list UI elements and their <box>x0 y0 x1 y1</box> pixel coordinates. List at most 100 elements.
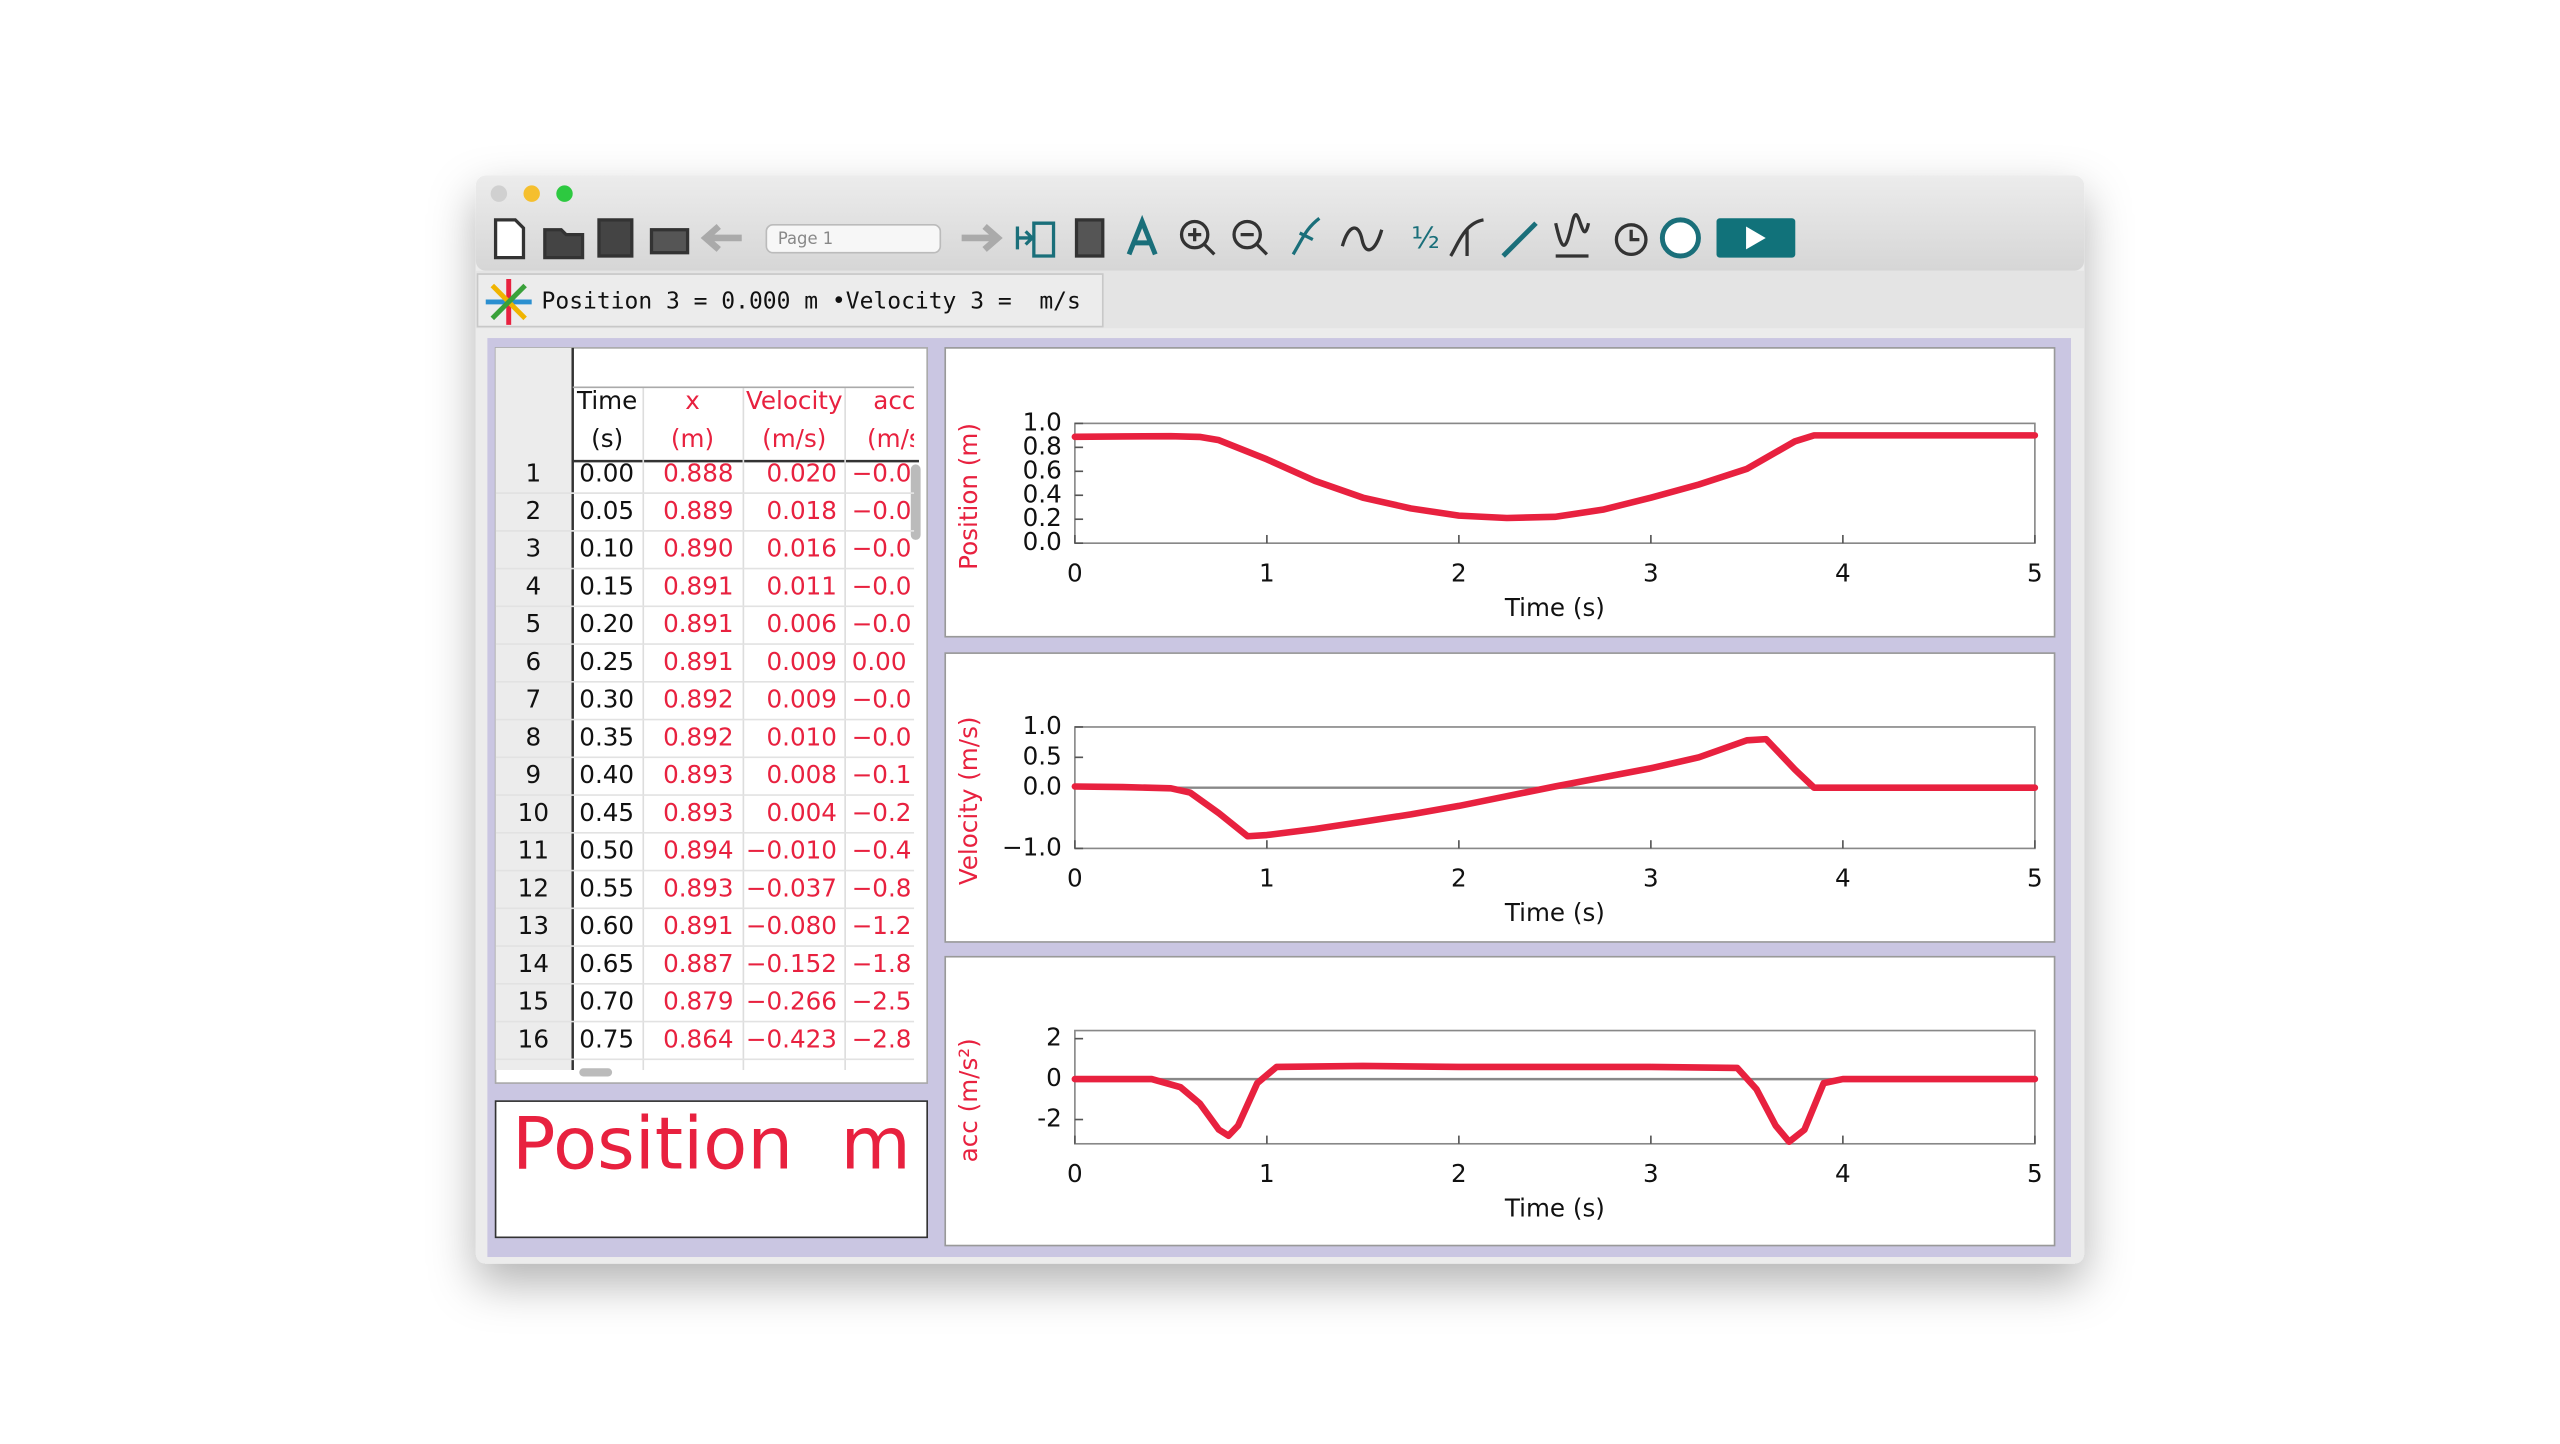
back-icon[interactable] <box>700 223 742 252</box>
cell: 0.891 <box>663 609 733 638</box>
x-tick-label: 3 <box>1643 1159 1659 1188</box>
x-tick-label: 1 <box>1259 558 1275 587</box>
meter-label: Position <box>512 1103 793 1187</box>
y-tick-label: 0.8 <box>1023 431 1062 460</box>
cell: 0.20 <box>579 609 634 638</box>
cell: −0.0 <box>852 722 912 751</box>
cell: 0.05 <box>579 496 634 525</box>
cell: 0.893 <box>663 760 733 789</box>
cell: 0.60 <box>579 911 634 940</box>
cell: 0.891 <box>663 571 733 600</box>
zero-icon[interactable] <box>1659 217 1701 259</box>
x-tick-label: 0 <box>1067 558 1083 587</box>
y-tick-label: 1.0 <box>1023 407 1062 436</box>
column-unit: (s) <box>591 424 623 453</box>
scrollbar[interactable] <box>910 464 921 540</box>
zoom-button[interactable] <box>556 185 573 202</box>
toolbar-icons: ½ <box>493 213 1796 260</box>
cell: 0.70 <box>579 987 634 1016</box>
column-name: acc <box>873 386 915 415</box>
cell: 0.004 <box>766 798 836 827</box>
cell: −0.266 <box>746 987 837 1016</box>
cell: 0.894 <box>663 836 733 865</box>
row-label: 2 <box>525 496 541 525</box>
tangent-icon[interactable] <box>1340 226 1384 252</box>
cell: 0.00 <box>852 647 907 676</box>
row-label: 5 <box>525 609 541 638</box>
y-tick-label: 0.0 <box>1023 527 1062 556</box>
x-tick-label: 2 <box>1451 1159 1467 1188</box>
collect-icon[interactable] <box>1614 223 1648 256</box>
y-tick-label: 0 <box>1046 1063 1062 1092</box>
close-button[interactable] <box>490 185 508 202</box>
cell: 0.893 <box>663 873 733 902</box>
column-unit: (m) <box>671 424 714 453</box>
data-line <box>1071 735 2039 840</box>
autoscale-icon[interactable] <box>1126 214 1158 256</box>
y-tick-label: 2 <box>1046 1023 1062 1052</box>
x-tick-label: 3 <box>1643 558 1659 587</box>
cell: 0.890 <box>663 534 733 563</box>
cell: −0.0 <box>852 534 912 563</box>
row-label: 10 <box>518 798 549 827</box>
curve-fit-icon[interactable] <box>1554 213 1591 258</box>
y-axis-label: Position (m) <box>954 423 983 570</box>
x-tick-label: 1 <box>1259 864 1275 893</box>
x-tick-label: 2 <box>1451 558 1467 587</box>
cell: −0.2 <box>852 798 912 827</box>
data-line <box>1071 432 2039 522</box>
table-icon[interactable] <box>1015 221 1056 258</box>
plot-area <box>1074 1029 2036 1145</box>
x-tick-label: 5 <box>2027 1159 2043 1188</box>
row-label: 13 <box>518 911 549 940</box>
cell: −0.8 <box>852 873 912 902</box>
row-label: 15 <box>518 987 549 1016</box>
x-tick-label: 4 <box>1835 864 1851 893</box>
integral-icon[interactable]: ½ <box>1411 221 1440 255</box>
calculator-icon[interactable] <box>1074 218 1105 258</box>
logo <box>485 278 532 325</box>
zoom-in-icon[interactable] <box>1179 219 1210 250</box>
row-label: 12 <box>518 873 549 902</box>
examine-icon[interactable] <box>1291 216 1321 256</box>
scrollbar[interactable] <box>579 1068 613 1077</box>
minimize-button[interactable] <box>523 185 540 202</box>
y-tick-label: 0.5 <box>1023 741 1062 770</box>
cell: −0.0 <box>852 496 912 525</box>
row-label: 14 <box>518 949 549 978</box>
y-tick-label: 0.6 <box>1023 455 1062 484</box>
x-tick-label: 0 <box>1067 1159 1083 1188</box>
row-label: 9 <box>525 760 541 789</box>
save-icon[interactable] <box>597 218 634 258</box>
linear-fit-icon[interactable] <box>1501 221 1538 258</box>
y-tick-label: 0.0 <box>1023 772 1062 801</box>
cell: 0.016 <box>766 534 836 563</box>
forward-icon[interactable] <box>961 223 1003 252</box>
page-label: Page 1 <box>778 229 833 248</box>
open-icon[interactable] <box>543 228 585 260</box>
y-tick-label: 1.0 <box>1023 711 1062 740</box>
row-label: 4 <box>525 571 541 600</box>
cell: −0.0 <box>852 571 912 600</box>
meter-unit: m <box>840 1103 910 1187</box>
stats-icon[interactable] <box>1449 218 1484 257</box>
column-name: x <box>685 386 700 415</box>
x-tick-label: 3 <box>1643 864 1659 893</box>
cell: 0.020 <box>766 458 836 487</box>
cell: −1.8 <box>852 949 912 978</box>
zoom-out-icon[interactable] <box>1232 219 1262 250</box>
cell: 0.892 <box>663 722 733 751</box>
cell: 0.10 <box>579 534 634 563</box>
cell: 0.008 <box>766 760 836 789</box>
y-axis-label: Velocity (m/s) <box>954 716 983 885</box>
new-icon[interactable] <box>493 218 526 260</box>
row-label: 7 <box>525 685 541 714</box>
graph-panel <box>944 347 2056 638</box>
page-selector[interactable] <box>765 224 942 254</box>
row-header <box>495 347 573 1070</box>
cell: 0.891 <box>663 647 733 676</box>
x-axis-label: Time (s) <box>1504 898 1605 927</box>
print-icon[interactable] <box>649 228 690 255</box>
cell: 0.75 <box>579 1024 634 1053</box>
